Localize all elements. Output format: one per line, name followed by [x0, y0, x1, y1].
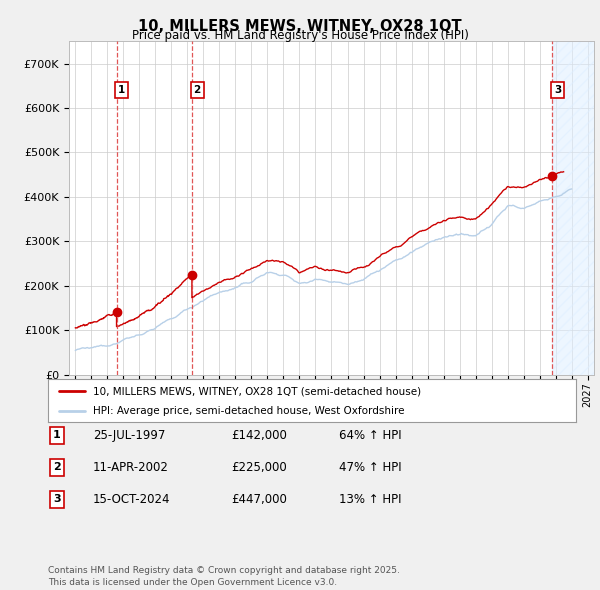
Text: 25-JUL-1997: 25-JUL-1997 [93, 429, 166, 442]
Text: £142,000: £142,000 [231, 429, 287, 442]
Text: 10, MILLERS MEWS, WITNEY, OX28 1QT: 10, MILLERS MEWS, WITNEY, OX28 1QT [138, 19, 462, 34]
Text: 47% ↑ HPI: 47% ↑ HPI [339, 461, 401, 474]
Text: HPI: Average price, semi-detached house, West Oxfordshire: HPI: Average price, semi-detached house,… [93, 407, 404, 416]
Text: 1: 1 [118, 84, 125, 94]
Text: 10, MILLERS MEWS, WITNEY, OX28 1QT (semi-detached house): 10, MILLERS MEWS, WITNEY, OX28 1QT (semi… [93, 386, 421, 396]
Text: 11-APR-2002: 11-APR-2002 [93, 461, 169, 474]
Text: 15-OCT-2024: 15-OCT-2024 [93, 493, 170, 506]
Text: 3: 3 [554, 84, 561, 94]
Text: Price paid vs. HM Land Registry's House Price Index (HPI): Price paid vs. HM Land Registry's House … [131, 30, 469, 42]
Text: 2: 2 [53, 463, 61, 472]
Text: 64% ↑ HPI: 64% ↑ HPI [339, 429, 401, 442]
Text: £225,000: £225,000 [231, 461, 287, 474]
Text: 13% ↑ HPI: 13% ↑ HPI [339, 493, 401, 506]
Text: 1: 1 [53, 431, 61, 440]
Text: Contains HM Land Registry data © Crown copyright and database right 2025.
This d: Contains HM Land Registry data © Crown c… [48, 566, 400, 587]
Text: 2: 2 [194, 84, 201, 94]
Text: £447,000: £447,000 [231, 493, 287, 506]
Text: 3: 3 [53, 494, 61, 504]
Bar [552, 41, 594, 375]
